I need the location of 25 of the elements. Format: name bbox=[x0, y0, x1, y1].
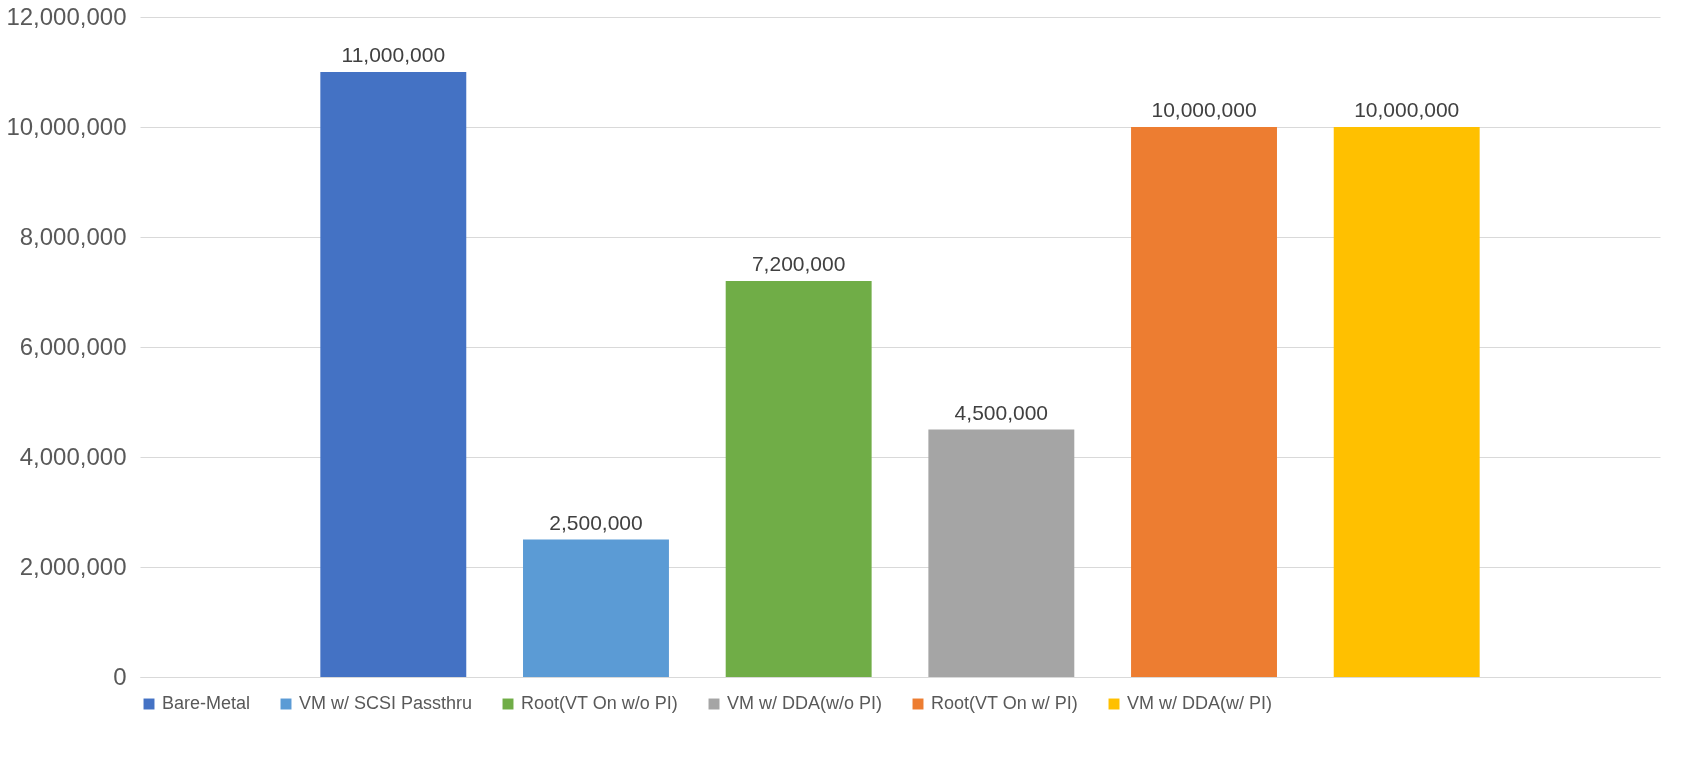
bar bbox=[928, 429, 1075, 677]
y-tick-label: 6,000,000 bbox=[19, 332, 127, 360]
bar bbox=[523, 539, 669, 677]
data-label: 4,500,000 bbox=[954, 400, 1049, 424]
legend-label: VM w/ DDA(w/ PI) bbox=[1127, 693, 1273, 713]
y-tick-label: 4,000,000 bbox=[19, 442, 127, 470]
bar bbox=[1131, 127, 1277, 677]
bar bbox=[1333, 127, 1480, 677]
legend-label: Bare-Metal bbox=[162, 693, 251, 713]
data-label: 7,200,000 bbox=[751, 252, 846, 275]
y-tick-label: 12,000,000 bbox=[6, 2, 127, 30]
bar bbox=[725, 281, 872, 677]
data-label: 10,000,000 bbox=[1354, 98, 1460, 121]
y-tick-label: 8,000,000 bbox=[19, 222, 127, 250]
data-label: 10,000,000 bbox=[1151, 98, 1257, 121]
legend-label: Root(VT On w/o PI) bbox=[521, 693, 678, 713]
data-label: 2,500,000 bbox=[549, 510, 643, 534]
legend-label: VM w/ DDA(w/o PI) bbox=[727, 693, 883, 713]
bar bbox=[320, 72, 467, 677]
y-tick-label: 10,000,000 bbox=[6, 112, 127, 140]
data-label: 11,000,000 bbox=[341, 43, 446, 66]
legend-label: Root(VT On w/ PI) bbox=[931, 693, 1078, 713]
legend-label: VM w/ SCSI Passthru bbox=[299, 693, 473, 713]
y-tick-label: 0 bbox=[113, 662, 127, 690]
y-tick-label: 2,000,000 bbox=[19, 552, 127, 580]
